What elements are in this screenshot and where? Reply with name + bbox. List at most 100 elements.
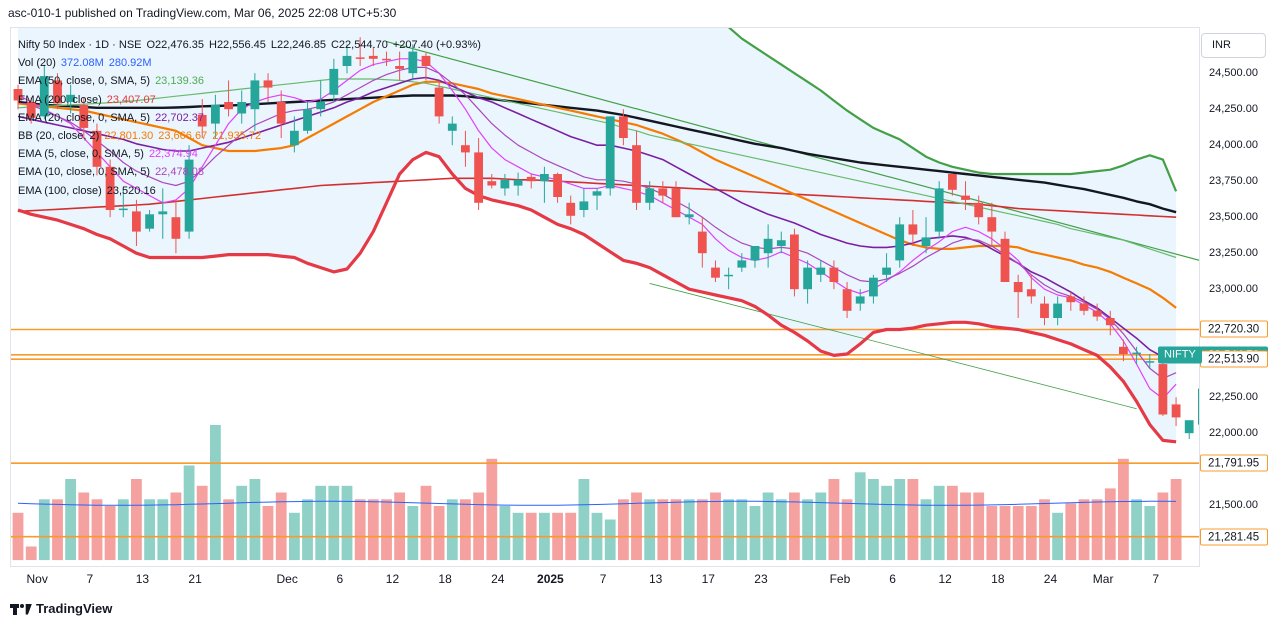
legend-indicator-name: Nifty 50 Index · 1D · NSE xyxy=(18,39,142,51)
y-tick-label: 24,000.00 xyxy=(1209,139,1258,152)
volume-bar xyxy=(157,499,169,561)
legend-value: 280.92M xyxy=(108,57,152,70)
legend-value: C22,544.70 xyxy=(330,39,388,51)
candle-body xyxy=(750,246,760,261)
x-tick-label: 23 xyxy=(754,572,768,586)
candle-body xyxy=(961,195,970,200)
y-tick-label: 24,250.00 xyxy=(1209,103,1258,116)
y-tick-label: 23,000.00 xyxy=(1209,283,1258,296)
candle-body xyxy=(724,274,733,277)
volume-bar xyxy=(933,485,945,561)
candle-body xyxy=(342,55,352,66)
legend-indicator-name: EMA (100, close) xyxy=(18,184,102,197)
volume-bar xyxy=(1131,499,1142,561)
candle-body xyxy=(355,57,365,59)
candle-body xyxy=(684,214,694,218)
volume-bar xyxy=(986,506,998,560)
candle-body xyxy=(1092,310,1102,317)
volume-bar xyxy=(117,499,129,561)
volume-bar xyxy=(604,519,616,560)
volume-bar xyxy=(407,506,419,560)
volume-bar xyxy=(1170,479,1182,560)
candle-body xyxy=(882,267,891,275)
candle-body xyxy=(619,116,628,138)
series-line xyxy=(17,66,1177,380)
tradingview-branding[interactable]: TradingView xyxy=(10,601,112,616)
candle-body xyxy=(224,102,233,110)
candle-body xyxy=(197,115,207,127)
price-level-tag: 21,791.95 xyxy=(1200,454,1268,472)
candle-body xyxy=(250,80,260,110)
candle-body xyxy=(79,104,89,128)
legend-value: 23,666.67 xyxy=(158,130,208,143)
candle-body xyxy=(566,202,576,216)
volume-bar xyxy=(65,479,76,560)
candle-body xyxy=(1158,364,1168,415)
candle-body xyxy=(105,166,115,210)
volume-bar xyxy=(52,499,63,561)
legend-row[interactable]: EMA (5, close, 0, SMA, 5) 22,374.94 xyxy=(18,145,486,163)
candle-body xyxy=(697,231,707,254)
volume-bar xyxy=(341,485,353,561)
legend-row[interactable]: Vol (20) 372.08M 280.92M xyxy=(18,54,486,72)
volume-bar xyxy=(1144,506,1156,560)
candle-body xyxy=(948,174,957,190)
y-tick-label: 22,250.00 xyxy=(1209,391,1258,404)
volume-bar xyxy=(91,499,103,561)
price-axis[interactable]: 21,500.0022,000.0022,250.0022,500.0022,7… xyxy=(1201,27,1281,567)
candle-body xyxy=(776,240,786,246)
volume-bar xyxy=(25,546,37,560)
candle-body xyxy=(1066,296,1076,303)
volume-bar xyxy=(354,499,366,561)
volume-bar xyxy=(736,499,748,561)
volume-bar xyxy=(1091,499,1103,561)
series-line xyxy=(17,76,1177,362)
candle-body xyxy=(1171,404,1181,418)
volume-bar xyxy=(854,472,866,561)
volume-bar xyxy=(1078,499,1090,561)
legend-row[interactable]: EMA (50, close, 0, SMA, 5) 23,139.36 xyxy=(18,72,486,90)
candle-body xyxy=(13,89,23,101)
candle-body xyxy=(276,102,286,124)
volume-bar xyxy=(789,492,800,560)
volume-bar xyxy=(815,492,827,560)
legend-row[interactable]: Nifty 50 Index · 1D · NSE O22,476.35 H22,5… xyxy=(18,36,486,54)
x-tick-label: 12 xyxy=(938,572,952,586)
volume-bar xyxy=(841,499,853,561)
indicator-legend[interactable]: Nifty 50 Index · 1D · NSE O22,476.35 H22,5… xyxy=(18,36,486,200)
candle-body xyxy=(1132,352,1141,355)
candle-body xyxy=(329,68,339,95)
volume-bar xyxy=(1025,506,1037,560)
legend-indicator-name: EMA (200, close) xyxy=(18,93,102,106)
legend-row[interactable]: EMA (10, close, 0, SMA, 5) 22,478.08 xyxy=(18,163,486,181)
candle-body xyxy=(790,234,799,290)
legend-indicator-name: EMA (50, close, 0, SMA, 5) xyxy=(18,75,151,88)
candle-body xyxy=(395,66,404,69)
volume-bar xyxy=(381,499,392,561)
x-tick-label: 24 xyxy=(1043,572,1058,586)
volume-bar xyxy=(828,479,840,560)
volume-bar xyxy=(723,499,734,561)
currency-unit-button[interactable]: INR xyxy=(1201,33,1266,58)
volume-bar xyxy=(183,465,195,560)
candle-body xyxy=(171,217,181,239)
candle-body xyxy=(671,188,681,218)
legend-value: +207.40 (+0.93%) xyxy=(392,39,481,51)
legend-row[interactable]: EMA (100, close) 23,520.16 xyxy=(18,182,486,200)
x-tick-label: 13 xyxy=(648,572,663,586)
legend-row[interactable]: BB (20, close, 2) 22,801.30 23,666.67 21,93… xyxy=(18,127,486,145)
volume-bar xyxy=(894,479,906,560)
candle-body xyxy=(158,211,168,215)
price-level-tag: 22,720.30 xyxy=(1200,320,1268,338)
price-level-tag: 22,513.90 xyxy=(1200,350,1268,368)
candle-body xyxy=(1079,303,1089,311)
legend-row[interactable]: EMA (200, close) 23,407.07 xyxy=(18,91,486,109)
candle-body xyxy=(474,152,483,203)
candle-body xyxy=(711,267,720,278)
legend-value: 23,520.16 xyxy=(106,184,156,197)
candle-body xyxy=(132,211,141,232)
legend-row[interactable]: EMA (20, close, 0, SMA, 5) 22,702.37 xyxy=(18,109,486,127)
legend-value: 22,478.08 xyxy=(155,166,204,179)
candle-body xyxy=(605,116,615,189)
